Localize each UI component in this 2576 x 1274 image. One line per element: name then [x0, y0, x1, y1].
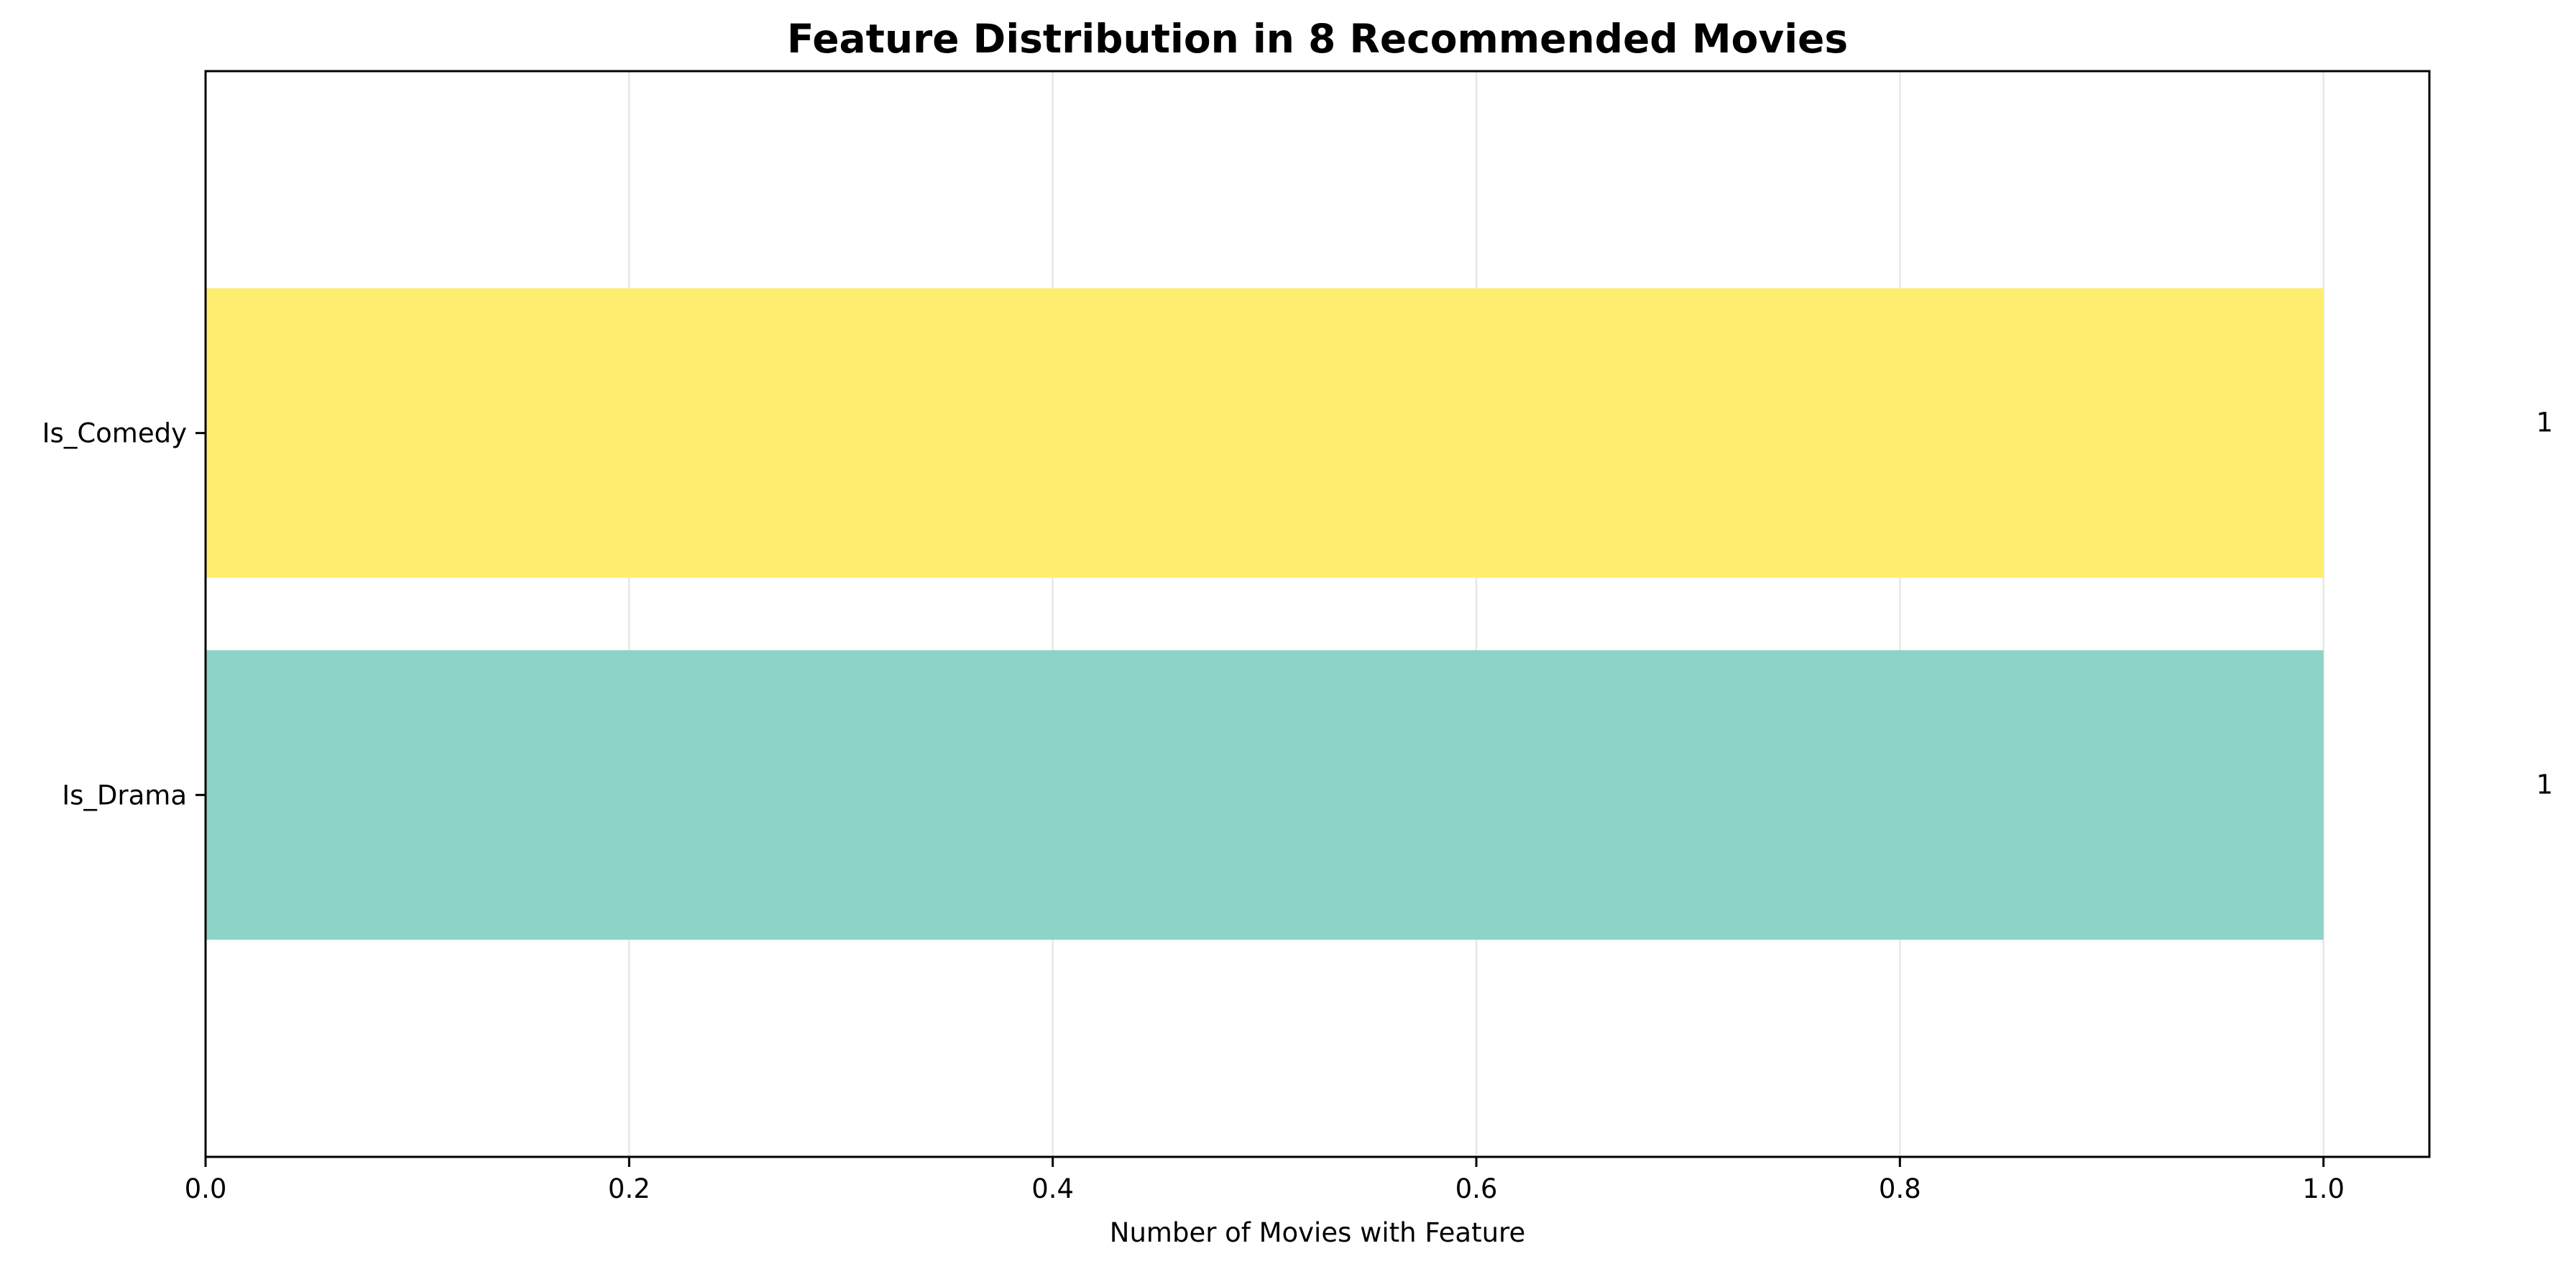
x-axis-label: Number of Movies with Feature: [1110, 1217, 1525, 1248]
x-tick-label: 0.2: [608, 1173, 650, 1204]
x-axis-ticks: 0.0 0.2 0.4 0.6 0.8 1.0: [185, 1157, 2345, 1204]
x-tick-label: 0.4: [1031, 1173, 1074, 1204]
bar: [206, 288, 2324, 578]
value-label: 1: [2536, 407, 2553, 438]
y-axis-ticks: Is_Drama Is_Comedy: [42, 418, 206, 811]
x-tick-label: 0.8: [1879, 1173, 1921, 1204]
chart-title: Feature Distribution in 8 Recommended Mo…: [787, 16, 1848, 62]
x-tick-label: 1.0: [2302, 1173, 2345, 1204]
value-label: 1: [2536, 769, 2553, 800]
x-tick-label: 0.0: [185, 1173, 227, 1204]
x-tick-label: 0.6: [1455, 1173, 1498, 1204]
y-tick-label: Is_Drama: [62, 780, 187, 811]
y-tick-label: Is_Comedy: [42, 418, 187, 449]
plot-frame: [204, 70, 2431, 1158]
bars: [206, 288, 2324, 940]
value-labels: 11: [2536, 407, 2553, 800]
bar: [206, 650, 2324, 940]
grid-lines: [204, 71, 2324, 1157]
